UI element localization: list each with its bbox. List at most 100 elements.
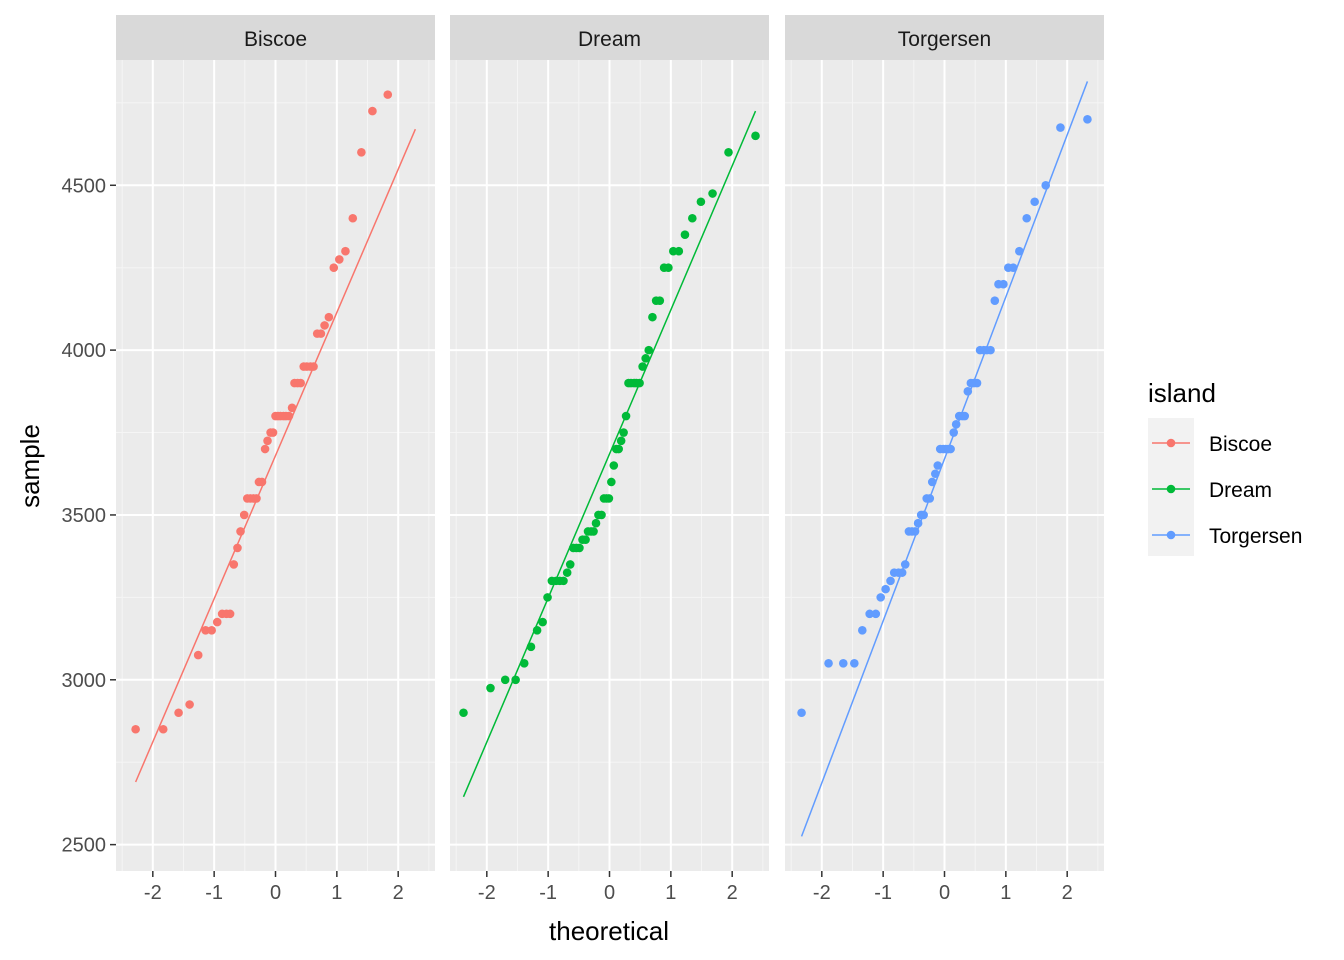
x-tick-label: 2 xyxy=(727,882,738,904)
y-tick-label: 4500 xyxy=(62,175,107,197)
data-point xyxy=(263,436,272,446)
data-point xyxy=(616,436,626,446)
legend-key-point xyxy=(1166,484,1176,494)
data-point xyxy=(614,444,624,454)
data-point xyxy=(329,263,339,272)
data-point xyxy=(511,675,520,685)
legend-label: Dream xyxy=(1209,479,1272,502)
data-point xyxy=(236,527,245,536)
data-point xyxy=(368,106,377,116)
x-tick-label: 2 xyxy=(1062,882,1073,904)
data-point xyxy=(871,609,881,619)
data-point xyxy=(680,230,690,240)
data-point xyxy=(589,527,598,536)
data-point xyxy=(619,428,628,437)
data-point xyxy=(341,246,350,256)
data-point xyxy=(591,518,601,528)
y-tick-label: 2500 xyxy=(62,835,107,857)
data-point xyxy=(910,527,920,536)
data-point xyxy=(824,659,833,668)
data-point xyxy=(857,626,867,635)
data-point xyxy=(383,90,393,99)
data-point xyxy=(357,148,366,157)
data-point xyxy=(459,708,468,718)
data-point xyxy=(609,461,619,470)
data-point xyxy=(946,444,955,454)
data-point xyxy=(565,560,575,569)
data-point xyxy=(174,708,183,718)
x-tick-label: -1 xyxy=(205,882,223,904)
legend-key-point xyxy=(1166,438,1176,448)
data-point xyxy=(986,345,995,355)
data-point xyxy=(1015,246,1024,256)
data-point xyxy=(972,378,982,388)
facet-strip xyxy=(116,15,435,60)
x-tick-label: -2 xyxy=(478,882,496,904)
data-point xyxy=(1056,123,1065,132)
data-point xyxy=(233,543,242,553)
data-point xyxy=(538,617,547,627)
x-tick-label: -2 xyxy=(813,882,831,904)
x-tick-label: 1 xyxy=(1000,882,1011,904)
data-point xyxy=(751,131,760,141)
data-point xyxy=(674,246,684,256)
data-point xyxy=(1083,115,1092,124)
data-point xyxy=(324,312,334,322)
x-tick-label: 0 xyxy=(270,882,281,904)
data-point xyxy=(239,510,249,520)
x-tick-label: 1 xyxy=(665,882,676,904)
data-point xyxy=(348,213,358,223)
x-tick-label: 1 xyxy=(331,882,342,904)
y-tick-label: 4000 xyxy=(62,340,107,362)
facet-panels: Biscoe -2 -1 0 1 2 2500 3000 3500 4000 4500 Dream -2… xyxy=(62,15,1104,904)
data-point xyxy=(284,411,294,421)
data-point xyxy=(638,362,647,371)
data-point xyxy=(635,378,644,388)
data-point xyxy=(886,576,895,586)
data-point xyxy=(581,535,590,544)
data-point xyxy=(316,329,326,338)
data-point xyxy=(500,675,510,685)
data-point xyxy=(543,593,552,602)
facet-strip-label: Dream xyxy=(578,28,641,51)
data-point xyxy=(865,609,874,619)
data-point xyxy=(621,411,631,421)
data-point xyxy=(1008,263,1018,272)
x-axis-title: theoretical xyxy=(549,916,669,946)
data-point xyxy=(252,494,261,503)
facet-panel-torgersen: Torgersen -2 -1 0 1 2 xyxy=(785,15,1104,904)
data-point xyxy=(913,518,923,528)
y-tick-label: 3000 xyxy=(62,670,107,692)
data-point xyxy=(960,411,970,421)
data-point xyxy=(1041,180,1051,190)
data-point xyxy=(131,724,140,734)
data-point xyxy=(559,576,568,586)
x-tick-label: -1 xyxy=(874,882,892,904)
data-point xyxy=(158,724,168,734)
data-point xyxy=(201,626,210,635)
data-point xyxy=(838,659,848,668)
data-point xyxy=(949,428,959,437)
y-axis-title: sample xyxy=(15,424,45,508)
qq-reference-line xyxy=(134,128,417,783)
data-point xyxy=(797,708,806,718)
data-point xyxy=(919,510,928,520)
data-point xyxy=(562,568,572,577)
data-point xyxy=(604,494,614,503)
data-point xyxy=(257,477,267,487)
data-point xyxy=(335,255,344,264)
data-point xyxy=(696,197,706,207)
data-point xyxy=(876,593,885,602)
data-point xyxy=(212,617,222,627)
x-tick-label: -2 xyxy=(144,882,162,904)
data-point xyxy=(260,444,270,454)
data-point xyxy=(268,428,278,437)
data-point xyxy=(933,461,943,470)
data-point xyxy=(287,403,297,413)
facet-strip-label: Biscoe xyxy=(244,28,307,51)
x-tick-label: -1 xyxy=(539,882,557,904)
data-point xyxy=(641,354,650,363)
data-point xyxy=(655,296,665,305)
data-point xyxy=(486,683,495,693)
data-point xyxy=(999,279,1008,289)
